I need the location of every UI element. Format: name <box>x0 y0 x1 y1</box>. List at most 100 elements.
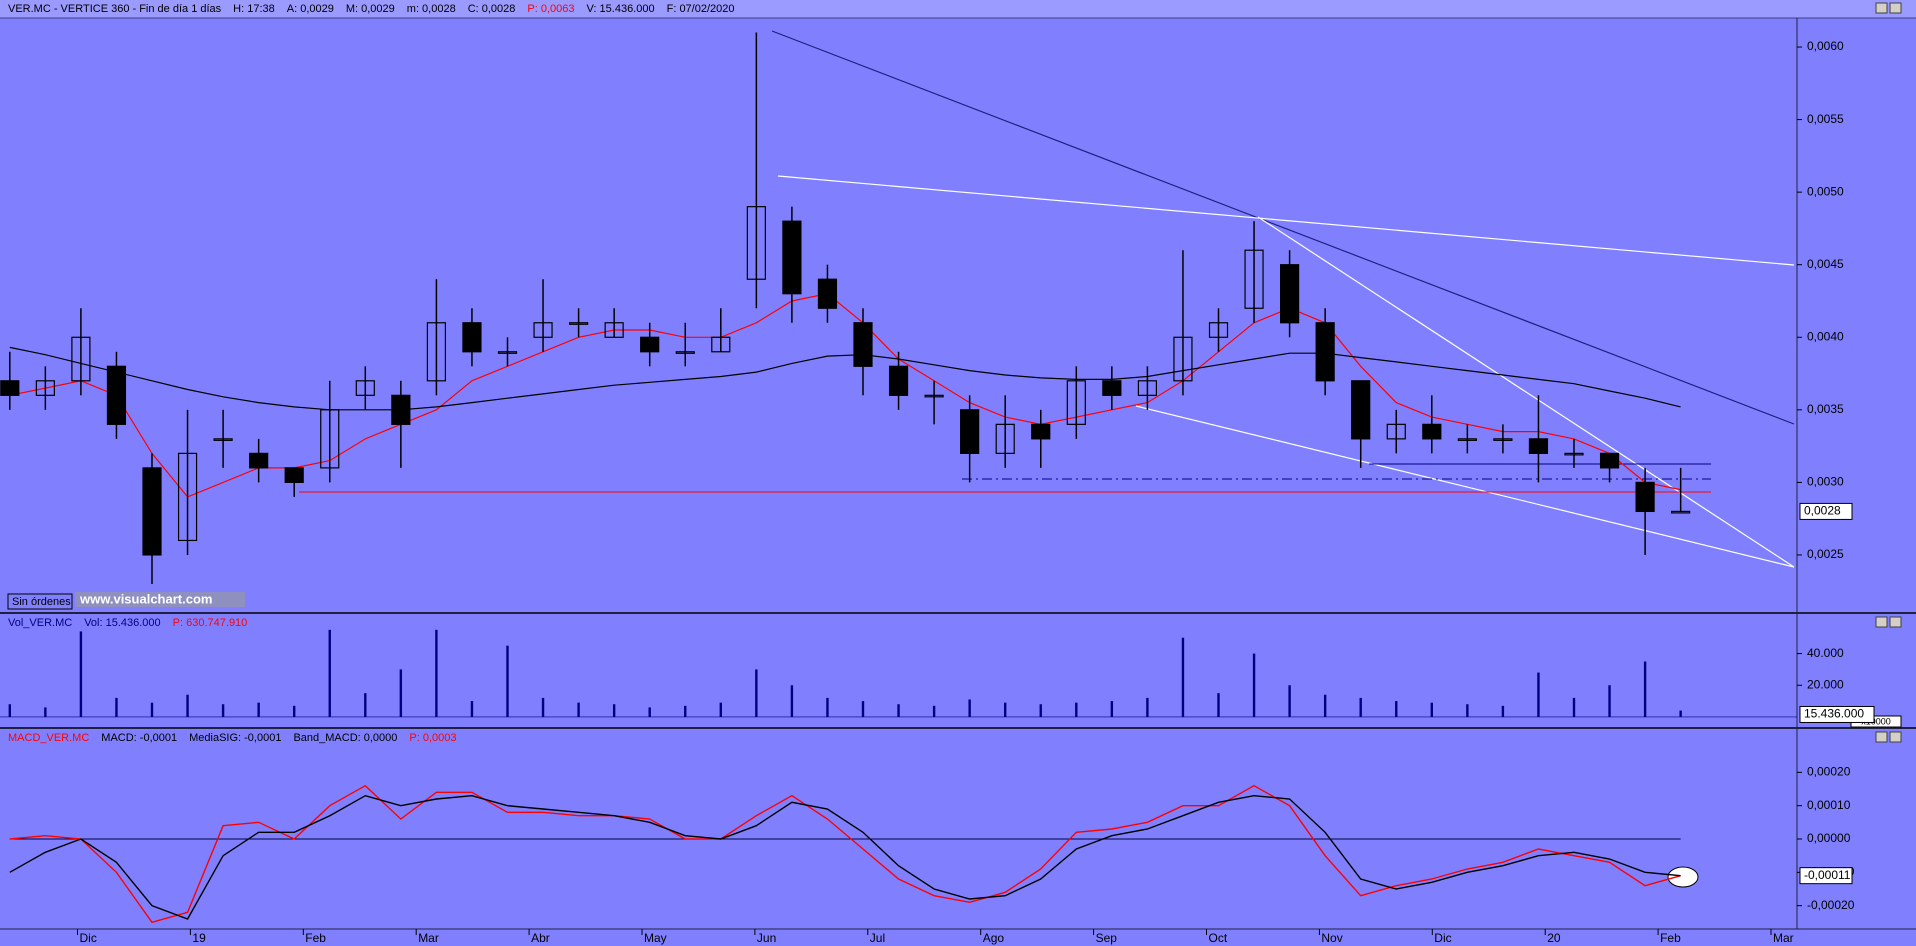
x-tick-label: Sep <box>1096 931 1118 945</box>
y-tick-label: 0,0055 <box>1807 112 1844 126</box>
scale-label: x10000 <box>1861 716 1891 726</box>
header-item: MACD_VER.MC <box>8 732 89 744</box>
last-value-box <box>1799 867 1853 885</box>
candle-body <box>1031 423 1051 440</box>
volume-bar <box>861 701 865 717</box>
candle-body <box>1279 264 1300 324</box>
volume-bar <box>1252 653 1256 717</box>
volume-bar <box>328 629 331 717</box>
volume-bar <box>1572 697 1576 717</box>
candle-body <box>1315 322 1335 382</box>
candle-body <box>924 394 944 398</box>
x-tick-label: Mar <box>418 931 439 945</box>
x-tick-label: Dic <box>1434 931 1451 945</box>
candle-body <box>1173 336 1193 382</box>
volume-bar <box>826 697 829 717</box>
candle-body <box>71 336 91 382</box>
header-item: VER.MC - VERTICE 360 - Fin de día 1 días <box>8 3 222 15</box>
candle-body <box>888 365 909 396</box>
y-tick-label: 0,00020 <box>1807 765 1851 779</box>
volume-bar <box>1146 697 1149 717</box>
header-item: C: 0,0028 <box>468 3 516 15</box>
volume-bar <box>1608 685 1611 717</box>
last-value-label: -0,00011 <box>1804 868 1851 882</box>
trendline <box>777 175 1795 266</box>
last-value-label: 15.436.000 <box>1804 707 1864 721</box>
minimize-button[interactable] <box>1875 2 1888 14</box>
trendlines <box>299 30 1795 568</box>
volume-bar <box>1537 672 1540 717</box>
header-item: Band_MACD: 0,0000 <box>293 732 397 744</box>
panel-header: MACD_VER.MC MACD: -0,0001 MediaSIG: -0,000… <box>8 732 457 744</box>
header-item: Vol_VER.MC <box>8 617 72 629</box>
x-tick-label: 20 <box>1547 931 1561 945</box>
candle-body <box>1244 249 1264 309</box>
volume-bar <box>577 702 580 717</box>
x-tick-label: Feb <box>1660 931 1681 945</box>
x-tick-label: Mar <box>1773 931 1794 945</box>
candle-body <box>533 322 553 338</box>
x-tick-label: Feb <box>305 931 326 945</box>
plot-marks <box>0 32 1691 584</box>
volume-bar <box>648 707 651 717</box>
maximize-button[interactable] <box>1889 731 1902 743</box>
macd-line <box>9 794 1681 920</box>
trendline <box>771 30 1795 425</box>
header-item: F: 07/02/2020 <box>667 3 735 15</box>
y-tick-label: 0,0050 <box>1807 184 1844 198</box>
watermark: www.visualchart.com <box>79 591 212 606</box>
candle-body <box>497 351 518 354</box>
status-label: Sin órdenes <box>12 596 71 608</box>
volume-bar <box>1217 693 1220 717</box>
candle-body <box>711 336 731 353</box>
y-tick-label: -0,00020 <box>1807 898 1855 912</box>
header-item: P: 0,0063 <box>527 3 574 15</box>
volume-bar <box>612 704 616 717</box>
x-tick-label: Jun <box>757 931 776 945</box>
candle-body <box>568 322 589 325</box>
header-item: M: 0,0029 <box>346 3 395 15</box>
volume-bar <box>1181 637 1185 717</box>
x-tick-label: Abr <box>531 931 550 945</box>
header-item: m: 0,0028 <box>407 3 456 15</box>
volume-bar <box>470 701 474 717</box>
y-tick-label: 0,00000 <box>1807 831 1851 845</box>
maximize-button[interactable] <box>1889 2 1902 14</box>
candle-body <box>1137 380 1158 396</box>
x-tick-label: Dic <box>80 931 97 945</box>
window-buttons <box>1875 2 1902 743</box>
volume-bar <box>541 697 545 717</box>
volume-bar <box>755 669 758 717</box>
macd-line <box>9 784 1681 924</box>
x-tick-label: May <box>644 931 667 945</box>
minimize-button[interactable] <box>1875 616 1888 628</box>
volume-bar <box>1075 702 1078 717</box>
y-tick-label: 0,0060 <box>1807 39 1844 53</box>
volume-bar <box>1466 704 1469 717</box>
volume-bar <box>1039 704 1042 717</box>
volume-bar <box>1004 702 1007 717</box>
last-value-box <box>1799 502 1853 520</box>
volume-bar <box>506 645 509 717</box>
y-tick-label: 0,0045 <box>1807 257 1844 271</box>
moving-average <box>9 346 1681 411</box>
header-item: P: 0,0003 <box>409 732 456 744</box>
status-box[interactable] <box>7 593 73 610</box>
volume-bar <box>1643 661 1647 717</box>
volume-bar <box>1323 694 1327 717</box>
volume-bar <box>719 702 722 717</box>
candle-body <box>1671 510 1691 514</box>
header-item: V: 15.436.000 <box>587 3 655 15</box>
trendline <box>1135 405 1795 568</box>
volume-bar <box>1395 701 1398 717</box>
maximize-button[interactable] <box>1889 616 1902 628</box>
candle-body <box>1386 423 1406 440</box>
volume-bar <box>1430 702 1433 717</box>
minimize-button[interactable] <box>1875 731 1888 743</box>
candle-body <box>106 365 127 425</box>
plot-marks <box>9 784 1681 924</box>
candle-body <box>284 467 304 483</box>
candle-body <box>462 322 482 353</box>
candle-body <box>1102 380 1122 396</box>
